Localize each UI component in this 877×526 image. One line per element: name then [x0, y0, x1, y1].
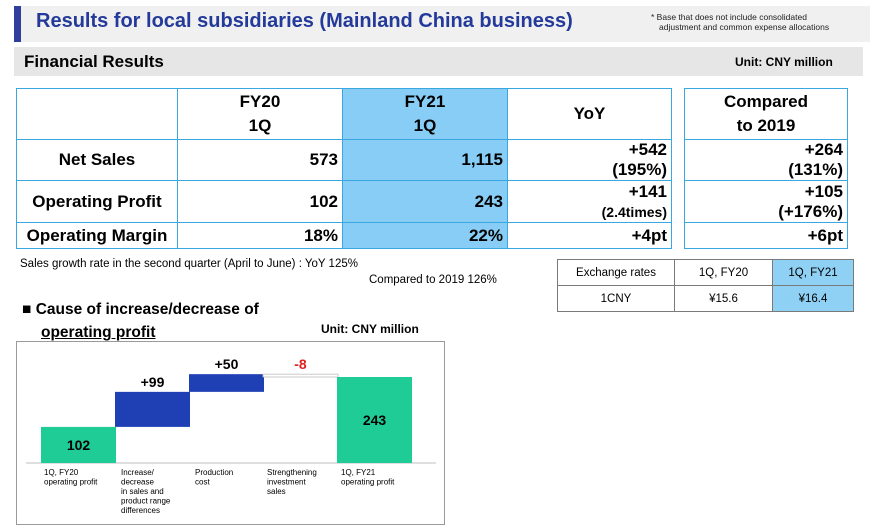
- header-fy20: FY20 1Q: [177, 88, 343, 140]
- header-fy21-quarter: 1Q: [413, 116, 437, 135]
- exchange-fy21-value: ¥16.4: [772, 285, 854, 312]
- category-label: 1Q, FY21 operating profit: [341, 468, 395, 487]
- exchange-rates-label: Exchange rates: [557, 259, 675, 286]
- title-footnote: * Base that does not include consolidate…: [651, 12, 829, 32]
- page-title: Results for local subsidiaries (Mainland…: [36, 10, 573, 32]
- data-label: +99: [141, 374, 165, 390]
- exchange-header-fy20: 1Q, FY20: [674, 259, 773, 286]
- bar-strengthening-investment: [262, 373, 339, 378]
- exchange-row-label: 1CNY: [557, 285, 675, 312]
- net-sales-yoy-diff: +542: [628, 140, 667, 159]
- title-bar: [14, 6, 870, 42]
- operating-margin-fy21: 22%: [342, 222, 508, 249]
- header-fy21: FY21 1Q: [342, 88, 508, 140]
- waterfall-chart-frame: [16, 341, 445, 525]
- cause-title-line-2: operating profit: [41, 324, 156, 341]
- category-label: Production cost: [195, 468, 233, 487]
- growth-note: Sales growth rate in the second quarter …: [20, 258, 358, 270]
- header-compared-2019: Compared to 2019: [684, 88, 848, 140]
- operating-profit-yoy-ratio: (2.4times): [601, 203, 667, 220]
- bullet-square-icon: ■: [22, 301, 32, 318]
- waterfall-chart: 102 1Q, FY20 operating profit +99 Increase/d…: [26, 356, 436, 515]
- net-sales-yoy-pct: (195%): [612, 160, 667, 179]
- growth-note-compared: Compared to 2019 126%: [369, 274, 497, 286]
- operating-profit-yoy-diff: +141: [628, 181, 667, 201]
- exchange-rates-table: Exchange rates 1Q, FY20 1Q, FY21 1CNY ¥1…: [557, 259, 854, 312]
- bar-fy20-operating-profit: [41, 426, 116, 463]
- header-fy21-year: FY21: [404, 92, 446, 111]
- category-label: 1Q, FY20 operating profit: [44, 468, 98, 487]
- row-label-operating-profit: Operating Profit: [16, 180, 178, 223]
- net-sales-fy21: 1,115: [342, 139, 508, 181]
- header-empty-cell: [16, 88, 178, 140]
- operating-profit-vs-2019-pct: (+176%): [778, 201, 843, 221]
- section-unit: Unit: CNY million: [735, 55, 833, 69]
- exchange-header-fy21: 1Q, FY21: [772, 259, 854, 286]
- cause-title-line-1: ■ Cause of increase/decrease of: [22, 298, 259, 321]
- cause-unit: Unit: CNY million: [321, 322, 419, 336]
- net-sales-yoy: +542 (195%): [507, 139, 672, 181]
- exchange-fy20-value: ¥15.6: [674, 285, 773, 312]
- operating-profit-fy20: 102: [177, 180, 343, 223]
- bar-production-cost: [189, 374, 264, 392]
- header-compared-line-2: to 2019: [736, 116, 796, 135]
- net-sales-vs-2019: +264 (131%): [684, 139, 848, 181]
- operating-margin-vs-2019: +6pt: [684, 222, 848, 249]
- bar-sales-increase: [115, 391, 190, 427]
- section-bar: [14, 47, 863, 76]
- compared-to-2019-table: Compared to 2019 +264 (131%) +105 (+176%…: [684, 88, 848, 249]
- row-label-net-sales: Net Sales: [16, 139, 178, 181]
- cause-title: ■ Cause of increase/decrease of operatin…: [22, 298, 259, 344]
- category-label: Strengthening investment sales: [267, 468, 317, 496]
- bar-fy21-operating-profit: [337, 377, 412, 463]
- operating-margin-fy20: 18%: [177, 222, 343, 249]
- net-sales-vs-2019-diff: +264: [804, 140, 843, 159]
- header-compared-line-1: Compared: [723, 92, 809, 111]
- data-label: +50: [215, 356, 239, 372]
- operating-margin-yoy: +4pt: [507, 222, 672, 249]
- header-yoy: YoY: [507, 88, 672, 140]
- header-fy20-quarter: 1Q: [248, 116, 272, 135]
- category-label: Increase/decrease in sales and product ran…: [121, 468, 171, 515]
- data-label: 243: [363, 412, 387, 428]
- footnote-line-2: adjustment and common expense allocation…: [659, 22, 830, 32]
- row-label-operating-margin: Operating Margin: [16, 222, 178, 249]
- data-label: 102: [67, 437, 91, 453]
- operating-profit-vs-2019: +105 (+176%): [684, 180, 848, 223]
- operating-profit-vs-2019-diff: +105: [804, 181, 843, 201]
- operating-profit-fy21: 243: [342, 180, 508, 223]
- net-sales-fy20: 573: [177, 139, 343, 181]
- data-label: -8: [294, 356, 307, 372]
- financial-results-table: FY20 1Q FY21 1Q YoY Net Sales 573 1,115 …: [16, 88, 672, 249]
- operating-profit-yoy: +141 (2.4times): [507, 180, 672, 223]
- footnote-line-1: * Base that does not include consolidate…: [651, 12, 807, 22]
- net-sales-vs-2019-pct: (131%): [788, 160, 843, 179]
- cause-title-text-1: Cause of increase/decrease of: [35, 301, 259, 318]
- header-fy20-year: FY20: [239, 92, 281, 111]
- section-title: Financial Results: [24, 52, 164, 71]
